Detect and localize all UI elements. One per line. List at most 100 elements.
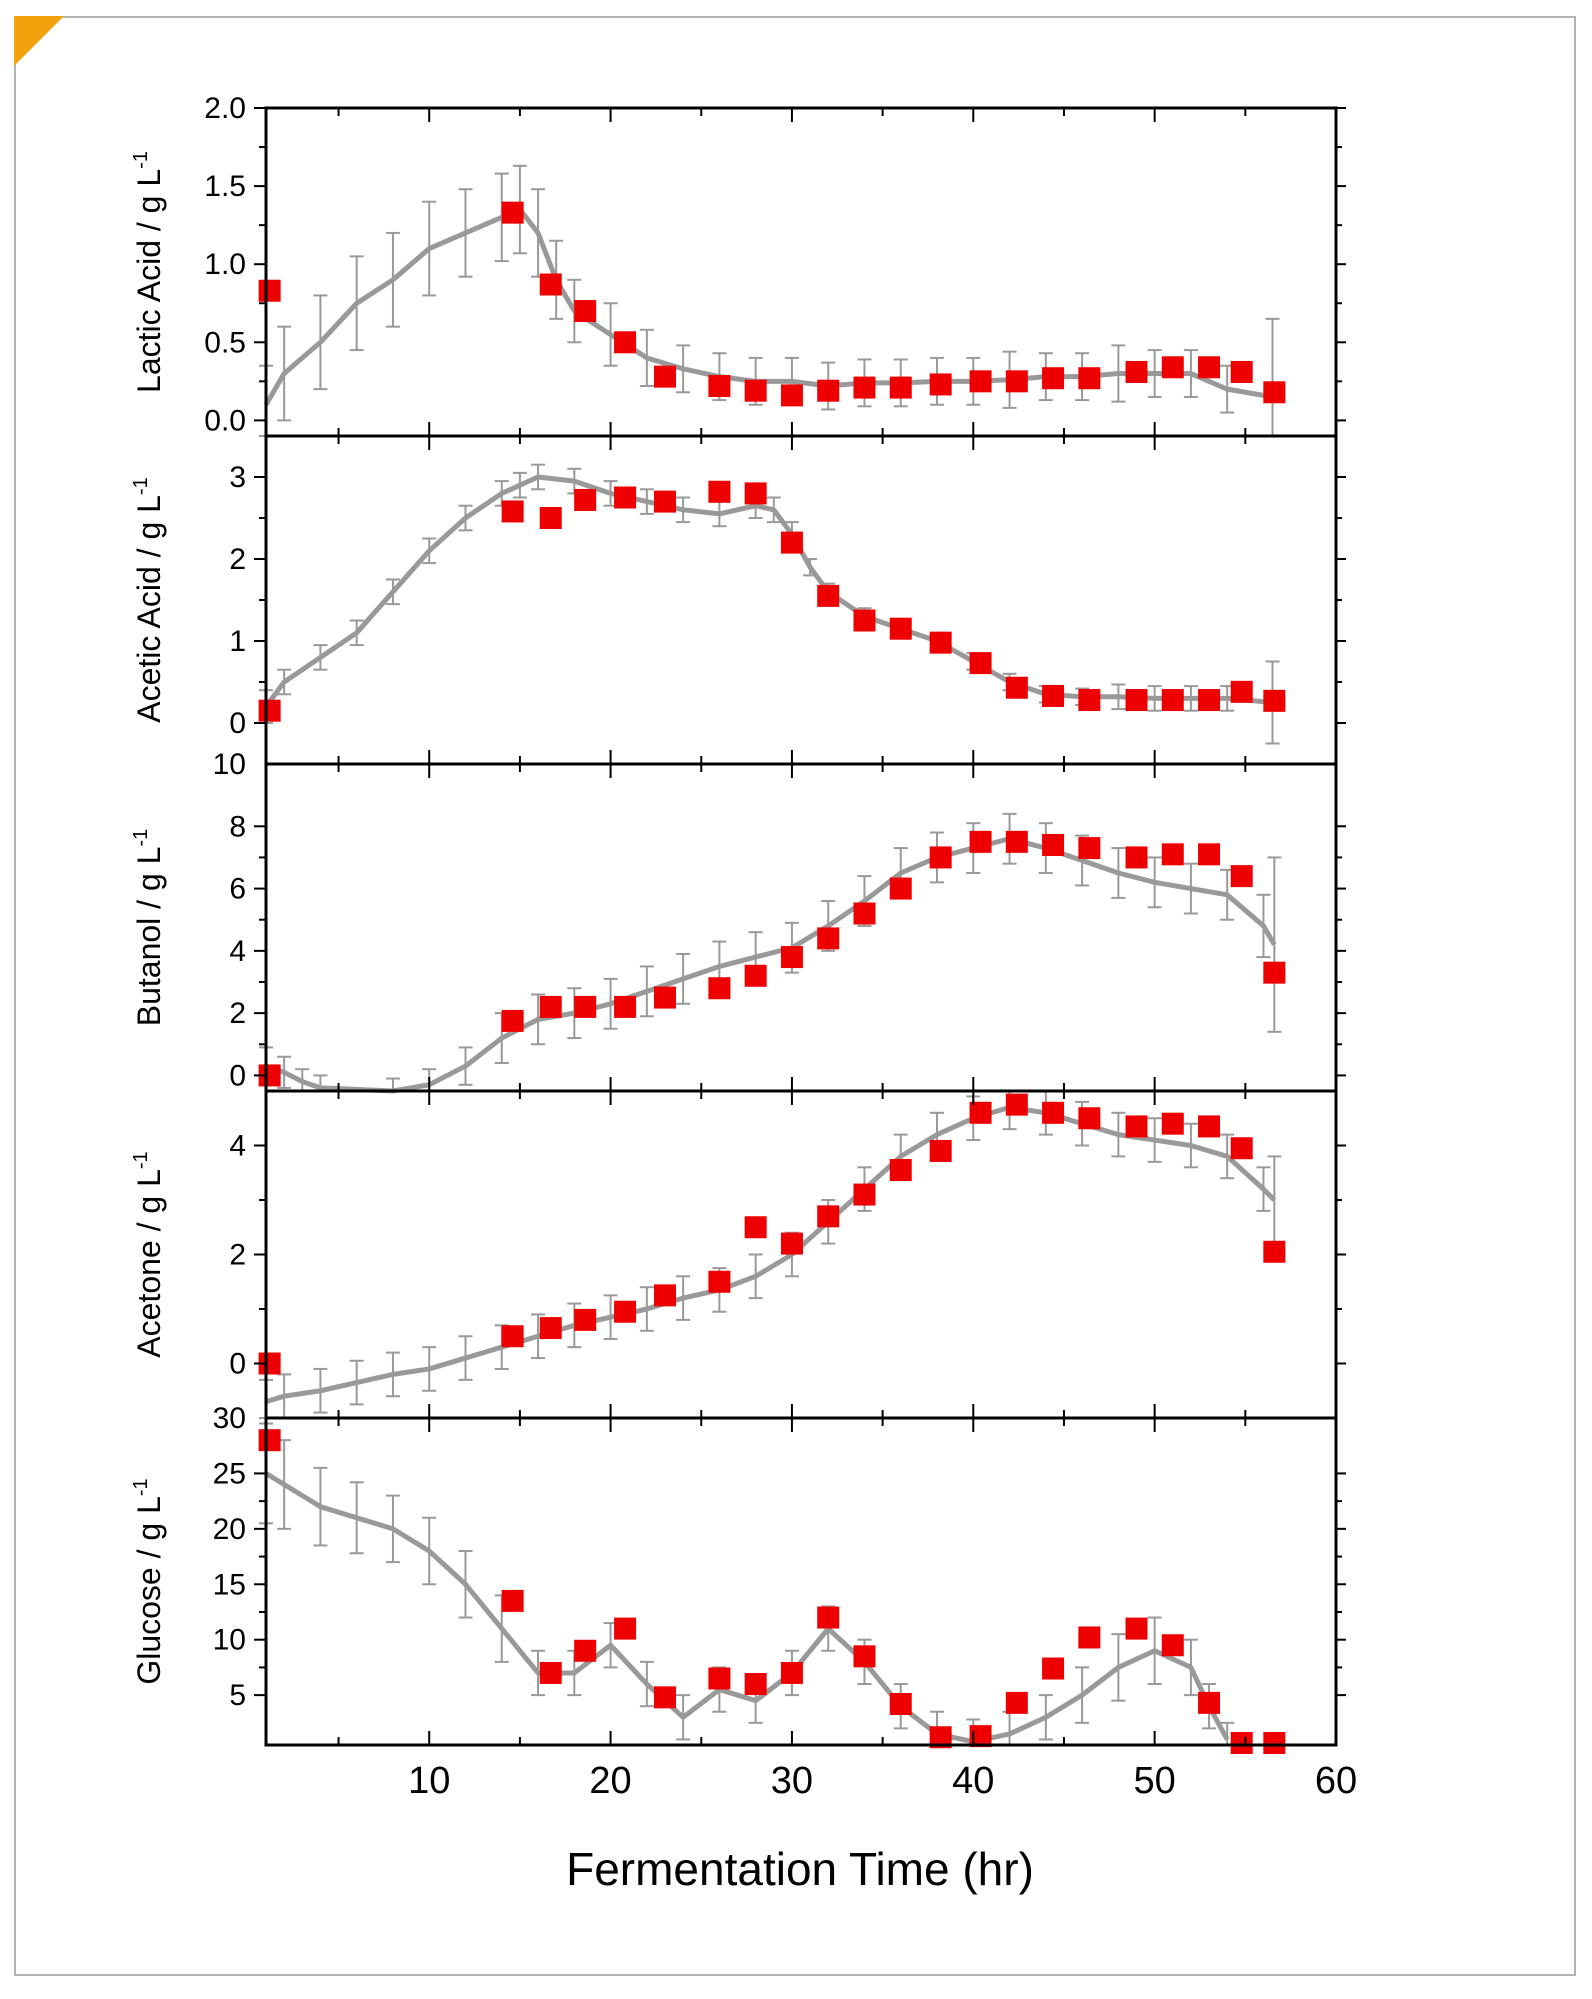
data-marker [708, 977, 731, 1000]
y-axis-label-superscript: -1 [130, 829, 152, 847]
panel-1: 0.0 0.5 1.0 1.5 2.0 Lactic Acid / g L-1 [130, 92, 1346, 438]
data-marker [539, 995, 562, 1018]
y-top-label: 30 [213, 1402, 246, 1435]
data-marker [1078, 837, 1101, 860]
data-marker [1078, 689, 1101, 712]
data-marker [1125, 846, 1148, 869]
error-bars [259, 164, 1280, 437]
data-marker [1005, 1093, 1028, 1116]
data-marker [780, 531, 803, 554]
y-axis-label-text: Lactic Acid / g L [131, 169, 167, 393]
data-marker [614, 331, 637, 354]
data-marker [889, 1159, 912, 1182]
data-marker [574, 1308, 597, 1331]
trend-line [263, 207, 1273, 407]
data-marker [614, 1300, 637, 1323]
y-tick-label: 1.0 [204, 248, 246, 281]
data-marker [1125, 1617, 1148, 1640]
y-tick-label: 4 [229, 1130, 246, 1163]
plot-frame [264, 762, 1338, 1093]
data-marker [1042, 1657, 1065, 1680]
error-bars [259, 1090, 1282, 1419]
x-tick-label: 20 [589, 1760, 631, 1802]
y-axis-label-text: Acetic Acid / g L [131, 495, 167, 723]
y-tick-label: 15 [213, 1568, 246, 1601]
data-marker [1125, 689, 1148, 712]
data-marker [574, 1639, 597, 1662]
data-marker [889, 376, 912, 399]
data-marker [780, 1232, 803, 1255]
data-marker [1005, 370, 1028, 393]
data-marker [574, 300, 597, 323]
data-marker [817, 927, 840, 950]
data-marker [539, 1317, 562, 1340]
data-marker [501, 1325, 524, 1348]
markers [258, 201, 1286, 407]
y-axis-label-superscript: -1 [130, 1478, 152, 1496]
data-marker [853, 1645, 876, 1668]
data-marker [653, 1686, 676, 1709]
trend-line [265, 836, 1277, 1094]
y-tick-label: 10 [213, 1624, 246, 1657]
markers [258, 480, 1286, 722]
y-axis-label: Lactic Acid / g L-1 [130, 151, 167, 393]
data-marker [1161, 356, 1184, 379]
y-tick-label: 0 [229, 1059, 246, 1092]
x-axis-label: Fermentation Time (hr) [566, 1843, 1034, 1895]
data-marker [501, 1589, 524, 1612]
data-marker [1263, 1240, 1286, 1263]
data-marker [1230, 360, 1253, 383]
data-marker [1078, 1626, 1101, 1649]
data-marker [817, 1205, 840, 1228]
data-marker [1263, 961, 1286, 984]
y-axis-label-superscript: -1 [130, 1151, 152, 1169]
figure-frame [14, 16, 1576, 1976]
data-marker [929, 846, 952, 869]
data-marker [1042, 367, 1065, 390]
panel-2: 0 1 2 3 Acetic Acid / g L-1 [130, 434, 1346, 766]
data-marker [780, 946, 803, 969]
x-tick-label: 10 [408, 1760, 450, 1802]
data-marker [817, 379, 840, 402]
data-marker [1198, 689, 1221, 712]
data-marker [817, 584, 840, 607]
data-marker [539, 273, 562, 296]
data-marker [744, 1216, 767, 1239]
y-axis-label: Butanol / g L-1 [130, 829, 167, 1026]
data-marker [969, 830, 992, 853]
data-marker [1161, 689, 1184, 712]
data-marker [1005, 830, 1028, 853]
data-marker [1161, 843, 1184, 866]
data-marker [708, 1667, 731, 1690]
y-tick-label: 20 [213, 1513, 246, 1546]
data-marker [1005, 1691, 1028, 1714]
data-marker [929, 373, 952, 396]
data-marker [969, 370, 992, 393]
data-marker [1230, 680, 1253, 703]
y-tick-label: 2 [229, 997, 246, 1030]
data-marker [969, 652, 992, 675]
data-marker [574, 995, 597, 1018]
data-marker [614, 486, 637, 509]
data-marker [744, 1673, 767, 1696]
data-marker [501, 1009, 524, 1032]
y-axis-label: Acetone / g L-1 [130, 1151, 167, 1357]
y-tick-label: 2 [229, 543, 246, 576]
data-marker [1198, 1691, 1221, 1714]
data-marker [1042, 1101, 1065, 1124]
data-marker [853, 1183, 876, 1206]
data-marker [744, 964, 767, 987]
data-marker [1005, 676, 1028, 699]
data-marker [853, 376, 876, 399]
data-marker [744, 379, 767, 402]
x-axis: 10 20 30 40 50 60 [408, 1760, 1357, 1802]
data-marker [1125, 1115, 1148, 1138]
data-marker [1078, 367, 1101, 390]
data-marker [258, 699, 281, 722]
data-marker [574, 488, 597, 511]
data-marker [614, 1617, 637, 1640]
data-marker [708, 375, 731, 398]
y-tick-label: 5 [229, 1679, 246, 1712]
